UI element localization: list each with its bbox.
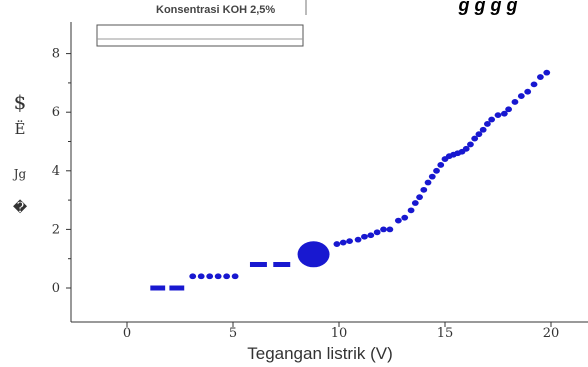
y-tick-label: 4 — [52, 164, 60, 179]
x-tick-label: 5 — [229, 326, 237, 341]
x-tick-label: 15 — [437, 326, 454, 341]
top-title-fragment: g g g g — [458, 0, 518, 15]
x-tick-label: 20 — [543, 326, 560, 341]
data-point — [488, 116, 496, 123]
data-point — [206, 273, 214, 280]
data-point — [437, 162, 445, 168]
data-point — [479, 126, 487, 133]
x-tick-label: 0 — [123, 326, 131, 341]
y-axis-glyph-1: $ — [14, 90, 27, 114]
data-point-large — [297, 241, 330, 268]
data-point — [373, 229, 381, 236]
data-point — [223, 273, 231, 280]
data-point — [339, 239, 347, 246]
y-tick-label: 0 — [52, 281, 60, 296]
data-point — [424, 179, 432, 186]
data-point — [511, 99, 519, 105]
legend — [96, 24, 304, 47]
x-axis-title: Tegangan listrik (V) — [247, 344, 393, 363]
data-point — [475, 131, 483, 138]
y-tick-label: 8 — [52, 47, 60, 62]
data-point — [433, 167, 440, 174]
data-point — [333, 241, 341, 247]
y-axis-title: $ Ë Jg � — [12, 90, 28, 216]
data-point — [467, 141, 474, 148]
data-point — [189, 273, 197, 280]
data-point — [530, 81, 538, 88]
tick-labels: 0 5 10 15 20 0 2 4 6 8 — [52, 47, 560, 341]
top-label-box — [140, 0, 306, 16]
data-point — [471, 135, 479, 142]
data-point — [346, 238, 353, 245]
legend-box — [96, 24, 304, 47]
data-point — [524, 88, 532, 95]
data-marks — [150, 69, 551, 291]
data-point — [420, 186, 428, 193]
data-point — [407, 207, 415, 214]
data-point — [543, 69, 551, 76]
y-tick-label: 6 — [52, 105, 60, 120]
data-point — [537, 74, 544, 80]
data-point — [494, 112, 502, 119]
data-point — [386, 226, 394, 233]
y-axis-glyph-3: Jg — [12, 167, 27, 181]
data-point — [354, 236, 362, 243]
data-point — [214, 273, 222, 280]
data-point — [380, 226, 387, 233]
data-point — [231, 273, 239, 280]
data-point — [500, 110, 508, 117]
x-tick-label: 10 — [331, 326, 348, 341]
y-tick-label: 2 — [52, 222, 60, 237]
axes — [70, 22, 588, 323]
data-point — [505, 106, 512, 113]
data-point — [462, 145, 470, 152]
data-point — [428, 173, 436, 180]
data-point — [361, 233, 368, 240]
top-label: Konsentrasi KOH 2,5% — [156, 4, 275, 16]
data-point — [484, 121, 491, 127]
data-point — [416, 194, 423, 201]
ticks — [66, 53, 552, 327]
data-point — [401, 214, 409, 221]
data-point — [411, 200, 419, 206]
data-point — [517, 93, 525, 99]
y-axis-glyph-4: � — [13, 199, 28, 216]
data-point — [394, 217, 402, 224]
data-point — [197, 273, 205, 280]
data-point — [367, 232, 375, 239]
y-axis-glyph-2: Ë — [15, 120, 26, 138]
